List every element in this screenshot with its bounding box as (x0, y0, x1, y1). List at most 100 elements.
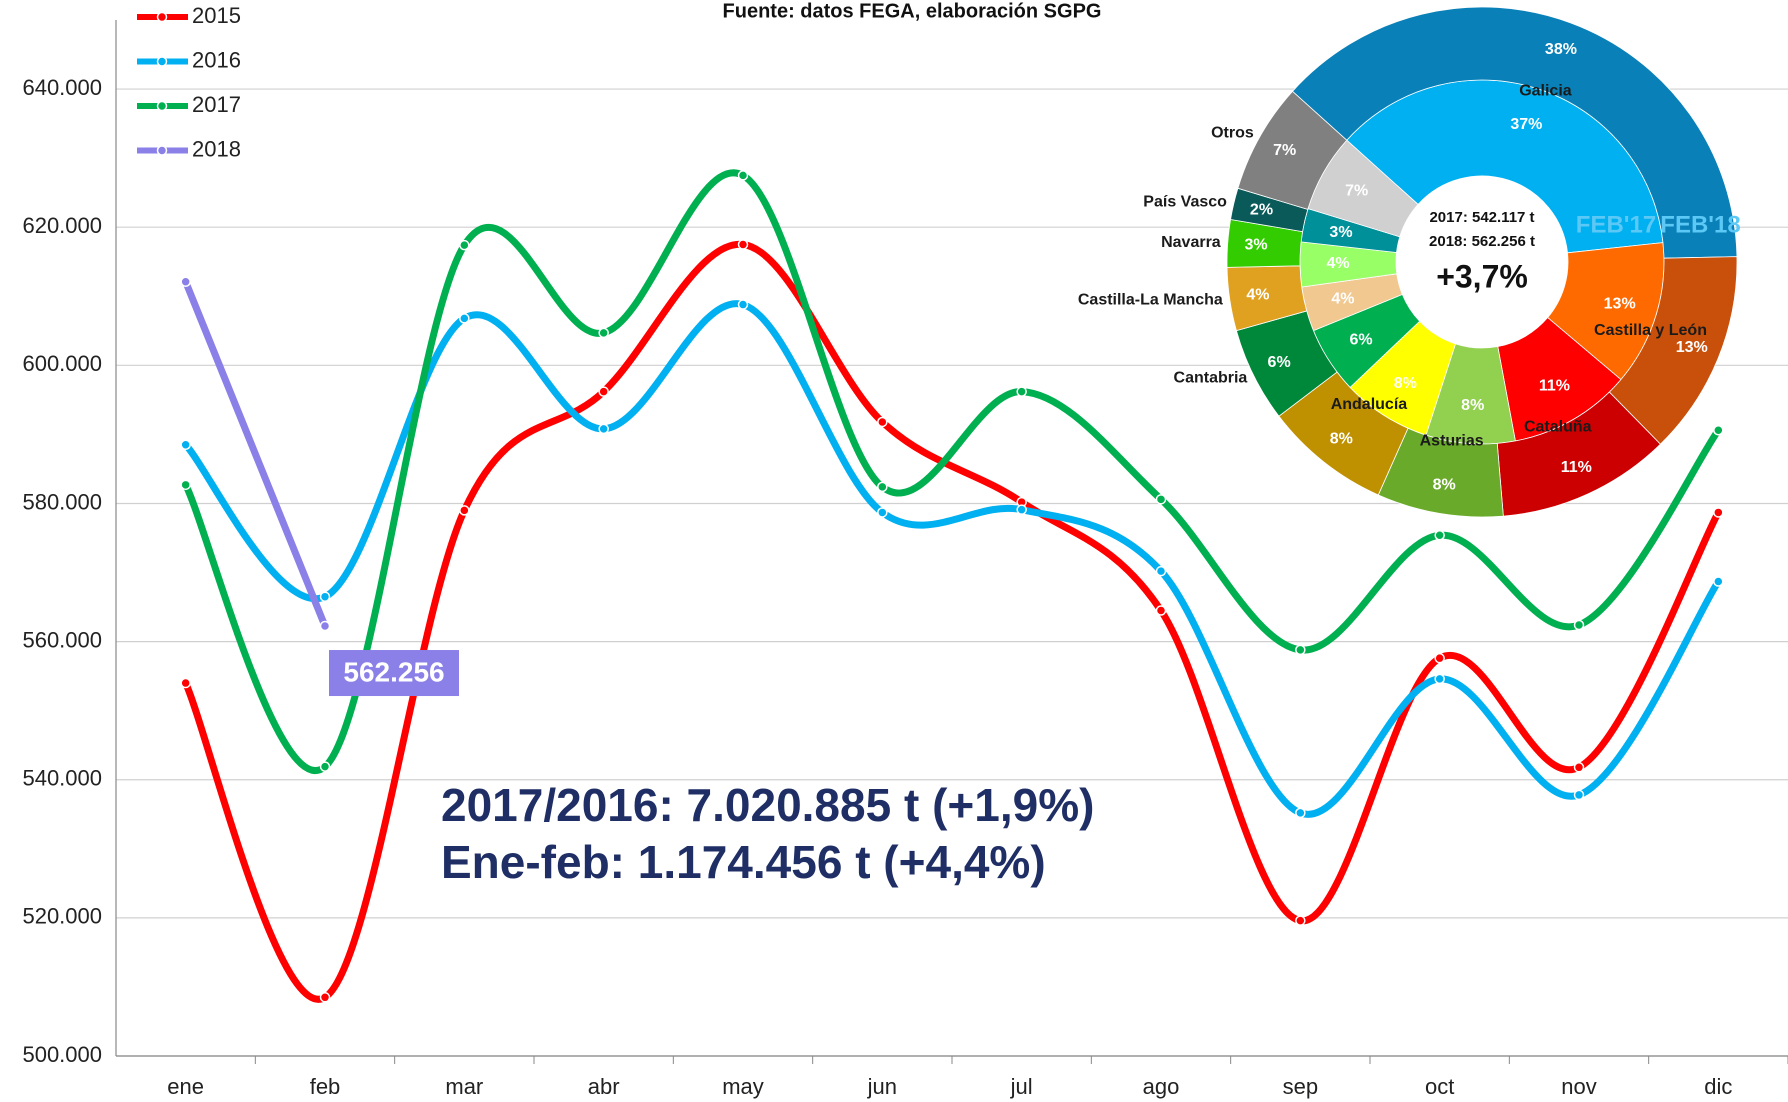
slice-label: 37% (1510, 116, 1542, 133)
point (180, 276, 191, 288)
point (1713, 507, 1724, 518)
slice-label: 13% (1676, 339, 1708, 356)
y-tick-label: 580.000 (22, 489, 102, 514)
point (737, 170, 749, 181)
series-line (182, 300, 1722, 818)
point (1713, 576, 1724, 587)
ring-label: FEB'17 (1576, 211, 1656, 238)
legend-marker (156, 56, 168, 67)
point (319, 620, 331, 632)
slice-label: 8% (1394, 375, 1417, 392)
x-tick-label: oct (1425, 1074, 1454, 1099)
region-label: Cantabria (1174, 370, 1248, 387)
x-tick-label: jun (867, 1074, 897, 1099)
point (1016, 504, 1027, 515)
data-label: 562.256 (343, 656, 444, 687)
region-label: Navarra (1161, 234, 1221, 251)
donut-slice (1237, 90, 1348, 210)
y-tick-label: 520.000 (22, 904, 102, 929)
series-line (182, 240, 1722, 1003)
point (1573, 762, 1585, 773)
point (1155, 565, 1167, 577)
point (737, 239, 749, 250)
region-label: Galicia (1519, 83, 1572, 100)
y-tick-label: 500.000 (22, 1042, 102, 1067)
point (1295, 915, 1306, 926)
legend-label: 2018 (192, 136, 241, 161)
region-label: Otros (1211, 125, 1254, 142)
line-layer: 500.000 520.000 540.000 560.000 580.000 600.0… (22, 3, 1788, 1099)
slice-label: 7% (1345, 182, 1368, 199)
point (1155, 494, 1167, 505)
slice-label: 8% (1461, 397, 1484, 414)
x-tick-label: nov (1561, 1074, 1596, 1099)
y-tick-label: 540.000 (22, 766, 102, 791)
x-tick-label: abr (588, 1074, 620, 1099)
point (1434, 529, 1445, 541)
region-label: Asturias (1420, 433, 1484, 450)
slice-label: 13% (1604, 295, 1636, 312)
donut-layer: 37% 13% 11% 8% 8% 6% 4% 4% 3% 7% FEB'17 38% 13% 11% 8%… (1078, 6, 1741, 518)
data-label-box (329, 650, 459, 697)
legend-label: 2016 (192, 47, 241, 72)
point (180, 479, 191, 491)
y-tick-label: 560.000 (22, 627, 102, 652)
point (459, 313, 470, 324)
series-line (182, 278, 329, 630)
slice-label: 7% (1273, 142, 1296, 159)
annotation: 2017/2016: 7.020.885 t (+1,9%) (441, 779, 1094, 831)
point (598, 423, 609, 435)
center-label: +3,7% (1436, 258, 1528, 294)
point (180, 677, 191, 689)
y-tick-label: 620.000 (22, 213, 102, 238)
slice-label: 3% (1245, 237, 1268, 254)
legend-marker (156, 100, 168, 112)
legend-marker (156, 11, 168, 23)
x-tick-label: feb (310, 1074, 341, 1099)
slice-label: 4% (1331, 291, 1354, 308)
point (737, 299, 749, 310)
slice-label: 4% (1326, 255, 1349, 272)
point (319, 761, 331, 772)
point (180, 439, 191, 451)
point (319, 992, 331, 1003)
point (459, 239, 470, 251)
legend-marker (156, 145, 168, 156)
slice-label: 2% (1250, 201, 1273, 218)
y-tick-label: 600.000 (22, 351, 102, 376)
annotation: Ene-feb: 1.174.456 t (+4,4%) (441, 836, 1046, 888)
x-tick-label: sep (1283, 1074, 1318, 1099)
legend-label: 2015 (192, 3, 241, 28)
region-label: Andalucía (1331, 396, 1408, 413)
point (598, 386, 609, 397)
donut-hole (1396, 176, 1568, 348)
point (1713, 425, 1724, 436)
slice-label: 3% (1329, 224, 1352, 241)
point (1295, 644, 1306, 656)
point (1573, 789, 1585, 801)
slice-label: 6% (1268, 354, 1291, 371)
point (319, 591, 331, 602)
center-label: 2018: 562.256 t (1429, 233, 1535, 250)
ring-label: FEB'18 (1660, 211, 1740, 238)
legend-label: 2017 (192, 92, 241, 117)
y-tick-label: 640.000 (22, 75, 102, 100)
point (1434, 673, 1445, 685)
slice-label: 6% (1349, 331, 1372, 348)
chart-title: Fuente: datos FEGA, elaboración SGPG (723, 1, 1102, 23)
x-tick-label: ago (1143, 1074, 1180, 1099)
point (1295, 807, 1306, 819)
slice-label: 38% (1545, 41, 1577, 58)
slice-label: 4% (1246, 286, 1269, 303)
x-tick-label: dic (1704, 1074, 1732, 1099)
x-tick-label: ene (167, 1074, 204, 1099)
region-label: Castilla-La Mancha (1078, 291, 1223, 308)
donut-slice (1291, 6, 1738, 259)
point (877, 507, 888, 518)
x-tick-label: mar (445, 1074, 483, 1099)
region-label: Castilla y León (1594, 322, 1707, 339)
point (1016, 386, 1027, 397)
x-tick-label: jul (1010, 1074, 1033, 1099)
x-tick-label: may (722, 1074, 764, 1099)
